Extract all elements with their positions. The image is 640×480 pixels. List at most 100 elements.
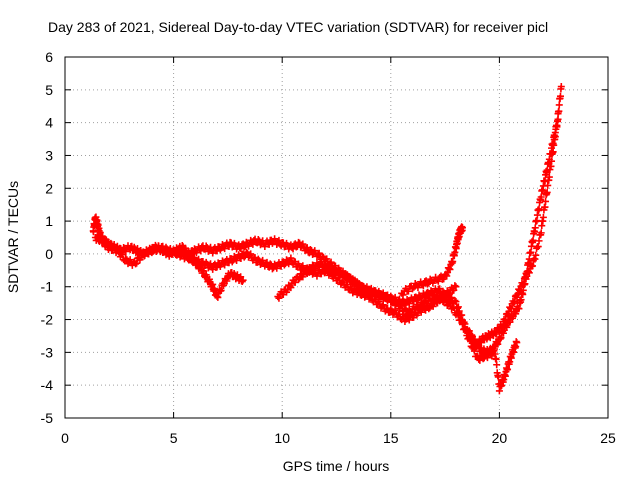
data-point [425,305,433,313]
data-point [503,323,511,331]
data-point [308,265,316,273]
data-point [240,243,248,251]
data-point [423,280,431,288]
data-point [303,269,311,277]
data-point [407,309,415,317]
series-track-5 [398,223,466,299]
data-point [465,327,473,335]
data-point [150,243,158,251]
data-point [555,107,563,115]
data-point [446,265,454,273]
axes: 0 5 10 15 20 25 -5 -4 -3 -2 -1 0 1 2 3 4 5 6 [41,49,616,446]
data-point [148,249,156,257]
data-point [217,286,225,294]
data-point [554,115,562,123]
data-point [468,331,476,339]
data-point [445,298,453,306]
series-track-3 [176,246,247,301]
data-point [363,289,371,297]
data-point [458,320,466,328]
x-tick-label: 0 [61,430,69,446]
y-tick-label: 0 [45,246,53,262]
data-point [404,287,412,295]
data-point [254,236,262,244]
data-point [299,240,307,248]
data-point [523,268,531,276]
data-point [280,261,288,269]
data-point [399,291,407,299]
data-point [251,254,259,262]
data-point [457,316,465,324]
y-axis-label: SDTVAR / TECUs [5,181,21,293]
data-point [535,205,543,213]
plot-frame [64,56,609,419]
data-point [287,254,295,262]
data-points [89,83,565,395]
data-point [506,318,514,326]
data-point [556,92,564,100]
data-point [119,251,127,259]
data-point [361,284,369,292]
data-point [322,262,330,270]
series-track-6 [463,115,562,358]
data-point [214,293,222,301]
data-point [275,294,283,302]
y-tick-label: 2 [45,180,53,196]
data-point [145,250,153,258]
y-tick-label: 1 [45,213,53,229]
data-point [471,335,479,343]
data-point [299,273,307,281]
data-point [537,193,545,201]
data-point [412,305,420,313]
data-point [309,270,317,278]
data-point [450,304,458,312]
y-tick-label: -5 [41,410,54,426]
data-point [238,278,246,286]
data-point [532,251,540,259]
data-point [511,298,519,306]
data-point [452,283,460,291]
data-point [318,252,326,260]
data-point [196,262,204,270]
y-tick-label: 4 [45,115,53,131]
x-axis-label: GPS time / hours [283,458,390,474]
data-point [542,197,550,205]
data-point [317,270,325,278]
data-point [543,188,551,196]
data-point [213,292,221,300]
data-point [393,298,401,306]
data-point [120,243,128,251]
data-point [159,242,167,250]
data-point [512,310,520,318]
y-tick-label: 3 [45,147,53,163]
data-point [242,248,250,256]
data-point [458,224,466,232]
data-point [445,290,453,298]
series-track-2 [91,232,460,325]
data-point [479,355,487,363]
data-point [133,259,141,267]
data-point [419,282,427,290]
data-point [429,302,437,310]
data-point [496,335,504,343]
data-point [263,258,271,266]
data-point [321,260,329,268]
chart-title: Day 283 of 2021, Sidereal Day-to-day VTE… [48,19,548,35]
x-tick-label: 5 [170,430,178,446]
data-point [294,276,302,284]
data-point [414,284,422,292]
x-tick-label: 20 [492,430,508,446]
data-point [223,277,231,285]
data-point [494,373,502,381]
data-point [557,83,565,91]
data-point [247,250,255,258]
data-point [443,272,451,280]
data-point [527,248,535,256]
data-point [493,361,501,369]
data-point [205,275,213,283]
data-point [452,298,460,306]
x-tick-label: 25 [600,430,616,446]
data-point [537,229,545,237]
data-point [513,339,521,347]
data-point [529,262,537,270]
